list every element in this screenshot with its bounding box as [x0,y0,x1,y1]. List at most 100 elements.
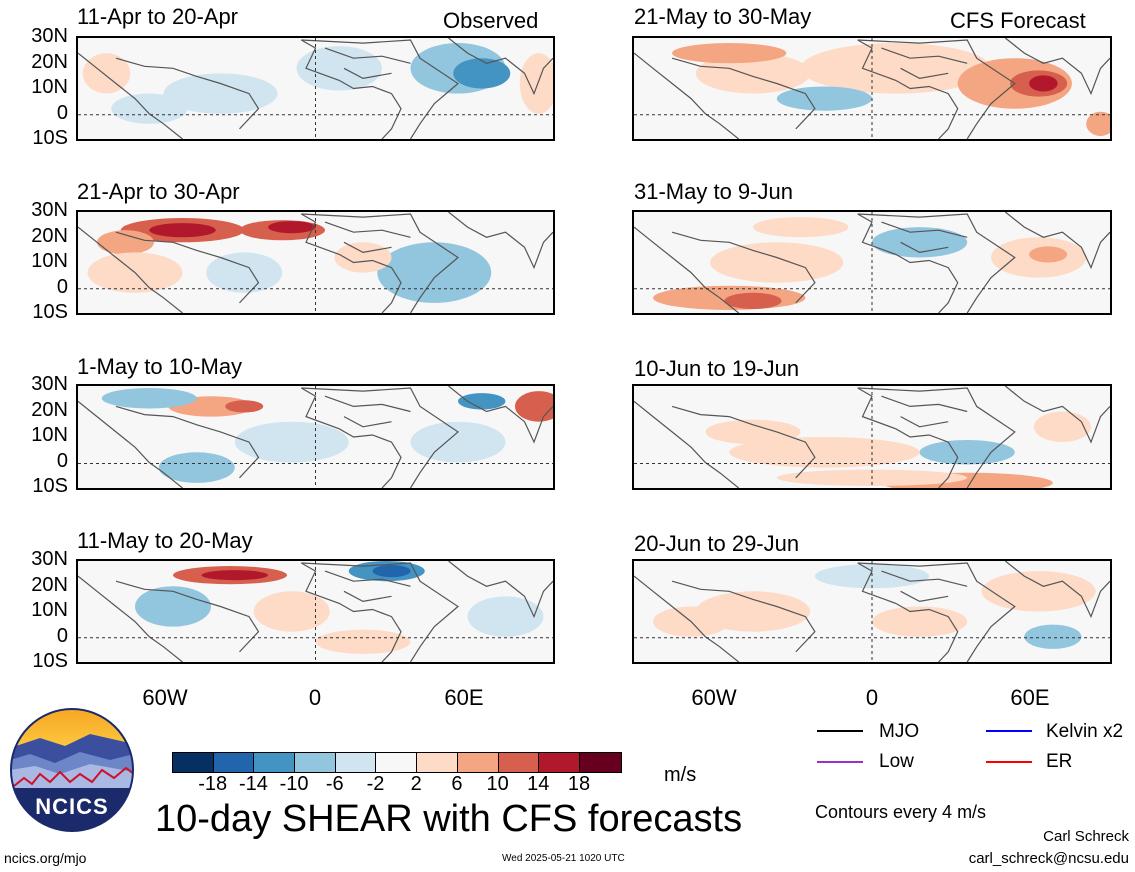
coastline [857,562,1016,662]
coastline [78,575,183,662]
latitude-label: 10N [31,76,68,99]
map-panel-obs-1 [76,36,555,141]
coastline [857,213,959,313]
shear-shading [101,388,197,409]
shear-shading [1024,624,1082,649]
coastline [301,562,459,662]
shear-shading [149,223,216,238]
latitude-label: 20N [31,50,68,73]
coastline [857,39,959,139]
shear-shading [919,440,1015,465]
shear-shading [710,242,844,283]
coastline [671,57,816,130]
coastline [881,570,968,603]
coastline [115,57,260,130]
coastline [634,226,740,313]
colorbar-tick-label: -18 [198,773,228,795]
coastline [448,561,553,619]
coastline [881,221,968,254]
shear-shading [981,571,1096,612]
latitude-label: 10S [32,475,68,498]
shear-shading [111,93,188,124]
legend-swatch-kelvin [986,730,1032,732]
coastline [857,387,959,488]
shear-shading [201,570,268,581]
shear-shading [206,252,283,293]
coastline [857,213,1016,313]
coastline [857,39,1016,139]
observed-label: Observed [443,8,539,33]
shear-shading [253,591,330,632]
shear-shading [672,43,787,64]
colorbar-tick-label: 10 [486,773,509,795]
latitude-label: 0 [56,101,68,124]
shear-shading [1029,75,1058,92]
colorbar-tick-label: -2 [366,773,385,795]
colorbar-tick-label: 18 [567,773,591,795]
shear-shading [1029,246,1068,263]
shear-shading [410,421,506,463]
latitude-label: 10N [31,599,68,622]
colorbar-swatch [579,753,621,772]
map-panel-obs-3 [76,384,555,490]
shear-shading [705,419,801,445]
footer-url[interactable]: ncics.org/mjo [4,850,87,866]
legend-label-low: Low [879,751,914,772]
footer-email[interactable]: carl_schreck@ncsu.edu [968,850,1129,867]
shear-shading [372,565,411,578]
legend-swatch-er [986,761,1032,763]
coastline [324,47,411,80]
colorbar-swatch [335,753,377,772]
coastline [115,580,260,653]
shear-shading [163,73,278,114]
legend-label-er: ER [1046,751,1073,772]
latitude-label: 10N [31,250,68,273]
cfs-forecast-label: CFS Forecast [950,8,1086,33]
map-panel-fcst-2 [632,210,1112,315]
coastline [1004,38,1110,96]
coastline [634,575,740,662]
latitude-label: 10S [32,127,68,150]
map-panel-obs-2 [76,210,555,315]
contours-note: Contours every 4 m/s [815,802,987,822]
colorbar-swatch [376,753,418,772]
shear-shading [800,43,991,94]
shear-shading [82,53,131,94]
shear-shading [334,242,392,273]
shear-shading [225,400,264,413]
coastline [78,52,183,139]
shear-shading [753,217,849,238]
shear-shading [453,58,511,89]
latitude-label: 0 [56,449,68,472]
map-panel-fcst-3 [632,384,1112,490]
lon-label-60e: 60E [444,685,484,710]
shear-shading [519,53,553,114]
coastline [881,47,968,80]
legend-swatch-low [817,761,863,763]
shear-shading [1086,111,1110,136]
coastline [1004,212,1110,270]
panel-title: 21-May to 30-May [634,4,812,29]
coastline [1004,561,1110,619]
panel-title: 20-Jun to 29-Jun [634,531,800,556]
lon-label-60e: 60E [1010,685,1050,710]
footer-author: Carl Schreck [1043,828,1129,845]
legend-label-mjo: MJO [879,721,920,742]
coastline [301,387,459,488]
colorbar-tick-label: -10 [279,773,309,795]
colorbar-swatch [254,753,296,772]
coastline [301,213,402,313]
shear-shading [97,230,154,255]
lon-label-0: 0 [865,685,879,710]
coastline [634,52,740,139]
coastline [324,221,411,254]
latitude-label: 0 [56,275,68,298]
coastline [301,39,402,139]
legend-swatch-mjo [817,730,863,732]
coastline [78,226,183,313]
coastline [671,580,816,653]
coastline [448,38,553,96]
shear-shading [135,586,211,627]
latitude-label: 20N [31,224,68,247]
shear-shading [377,242,492,303]
